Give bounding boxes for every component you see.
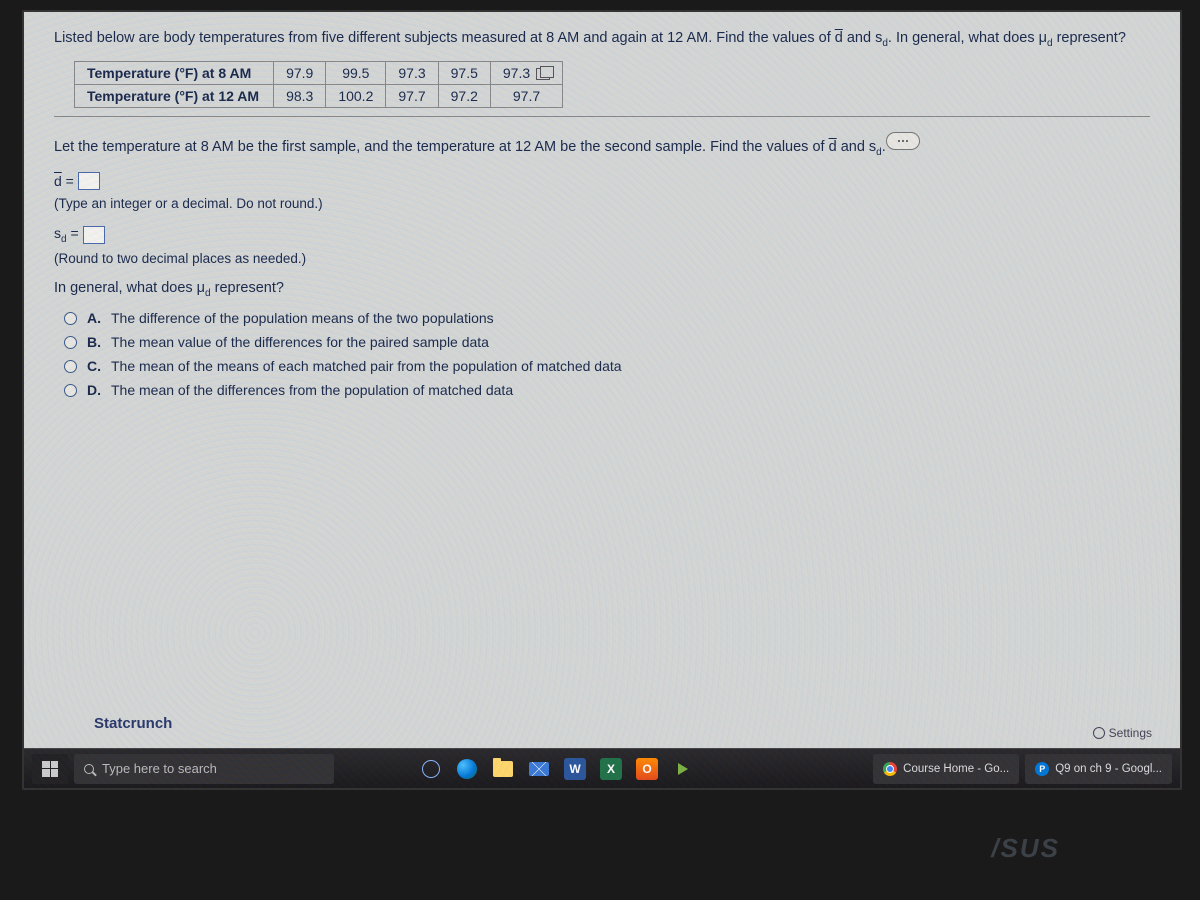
taskbar-tab-q9[interactable]: P Q9 on ch 9 - Googl... bbox=[1025, 754, 1172, 784]
settings-label: Settings bbox=[1109, 726, 1152, 740]
cell-value: 97.3 bbox=[503, 65, 530, 81]
office-icon[interactable]: O bbox=[632, 754, 662, 784]
windows-logo-icon bbox=[42, 761, 58, 777]
taskbar-tab-course[interactable]: Course Home - Go... bbox=[873, 754, 1019, 784]
radio-icon[interactable] bbox=[64, 312, 77, 325]
cell: 97.7 bbox=[386, 84, 438, 107]
choice-text: The mean value of the differences for th… bbox=[111, 334, 489, 350]
choice-letter: D. bbox=[87, 382, 101, 398]
gear-icon bbox=[1093, 727, 1105, 739]
cell: 99.5 bbox=[326, 61, 386, 84]
temperature-table: Temperature (°F) at 8 AM 97.9 99.5 97.3 … bbox=[74, 61, 563, 108]
edge-icon[interactable] bbox=[452, 754, 482, 784]
choice-text: The difference of the population means o… bbox=[111, 310, 494, 326]
choice-a[interactable]: A. The difference of the population mean… bbox=[64, 310, 1150, 326]
tab-label: Q9 on ch 9 - Googl... bbox=[1055, 763, 1162, 775]
cell: 97.3 bbox=[386, 61, 438, 84]
sd-hint: (Round to two decimal places as needed.) bbox=[54, 251, 1150, 266]
radio-icon[interactable] bbox=[64, 336, 77, 349]
choice-letter: B. bbox=[87, 334, 101, 350]
screen-area: Listed below are body temperatures from … bbox=[22, 10, 1182, 790]
sd-input[interactable] bbox=[83, 226, 105, 244]
row-header-8am: Temperature (°F) at 8 AM bbox=[75, 61, 274, 84]
choices-group: A. The difference of the population mean… bbox=[64, 310, 1150, 398]
mail-icon[interactable] bbox=[524, 754, 554, 784]
cell: 97.2 bbox=[438, 84, 490, 107]
chrome-icon bbox=[883, 762, 897, 776]
cortana-icon[interactable] bbox=[416, 754, 446, 784]
search-placeholder: Type here to search bbox=[102, 761, 217, 776]
radio-icon[interactable] bbox=[64, 360, 77, 373]
sd-label: sd = bbox=[54, 225, 79, 245]
choice-b[interactable]: B. The mean value of the differences for… bbox=[64, 334, 1150, 350]
statcrunch-link[interactable]: Statcrunch bbox=[94, 715, 172, 732]
play-icon[interactable] bbox=[668, 754, 698, 784]
excel-icon[interactable]: X bbox=[596, 754, 626, 784]
choice-text: The mean of the means of each matched pa… bbox=[111, 358, 622, 374]
explorer-icon[interactable] bbox=[488, 754, 518, 784]
divider bbox=[54, 116, 1150, 117]
more-dots-button[interactable] bbox=[886, 132, 920, 150]
cell: 98.3 bbox=[274, 84, 326, 107]
choice-text: The mean of the differences from the pop… bbox=[111, 382, 513, 398]
settings-link[interactable]: Settings bbox=[1093, 726, 1152, 740]
radio-icon[interactable] bbox=[64, 384, 77, 397]
subquestion-text: In general, what does μd represent? bbox=[54, 280, 1150, 299]
start-button[interactable] bbox=[32, 754, 68, 784]
choice-letter: C. bbox=[87, 358, 101, 374]
search-icon bbox=[84, 764, 94, 774]
cell: 97.9 bbox=[274, 61, 326, 84]
dbar-label: d = bbox=[54, 173, 74, 189]
instruction-text: Let the temperature at 8 AM be the first… bbox=[54, 139, 1150, 158]
word-icon[interactable]: W bbox=[560, 754, 590, 784]
table-row: Temperature (°F) at 12 AM 98.3 100.2 97.… bbox=[75, 84, 563, 107]
windows-taskbar: Type here to search W X O Course Home - … bbox=[24, 748, 1180, 788]
dbar-row: d = bbox=[54, 172, 1150, 190]
dbar-input[interactable] bbox=[78, 172, 100, 190]
dbar-hint: (Type an integer or a decimal. Do not ro… bbox=[54, 196, 1150, 211]
sd-row: sd = bbox=[54, 225, 1150, 245]
table-row: Temperature (°F) at 8 AM 97.9 99.5 97.3 … bbox=[75, 61, 563, 84]
question-intro: Listed below are body temperatures from … bbox=[54, 30, 1150, 49]
choice-letter: A. bbox=[87, 310, 101, 326]
cell: 97.7 bbox=[490, 84, 562, 107]
taskbar-search[interactable]: Type here to search bbox=[74, 754, 334, 784]
copy-icon[interactable] bbox=[536, 68, 550, 80]
cell: 97.3 bbox=[490, 61, 562, 84]
choice-c[interactable]: C. The mean of the means of each matched… bbox=[64, 358, 1150, 374]
choice-d[interactable]: D. The mean of the differences from the … bbox=[64, 382, 1150, 398]
monitor-brand: /SUS bbox=[991, 833, 1060, 864]
cell: 97.5 bbox=[438, 61, 490, 84]
cell: 100.2 bbox=[326, 84, 386, 107]
question-content: Listed below are body temperatures from … bbox=[24, 12, 1180, 424]
row-header-12am: Temperature (°F) at 12 AM bbox=[75, 84, 274, 107]
tab-label: Course Home - Go... bbox=[903, 763, 1009, 775]
pearson-icon: P bbox=[1035, 762, 1049, 776]
